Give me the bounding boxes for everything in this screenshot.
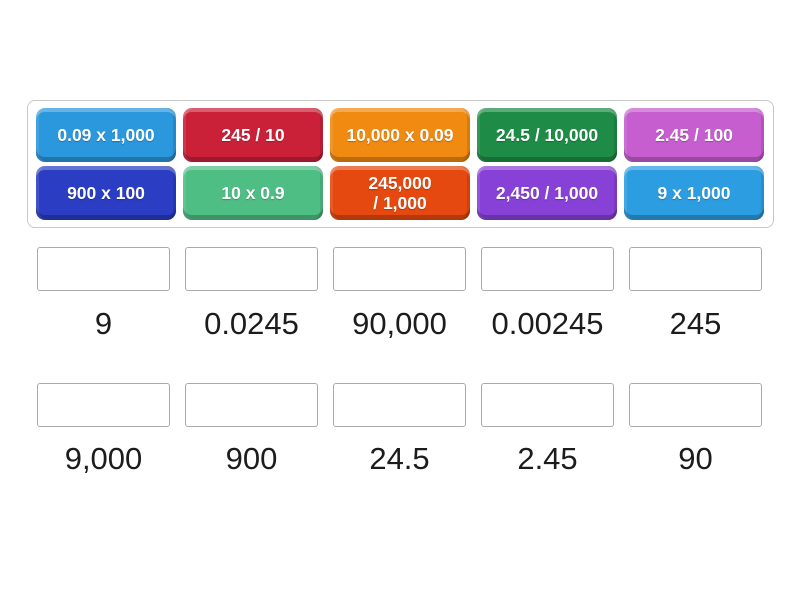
drop-zone[interactable] [185,247,318,291]
drop-zone[interactable] [185,383,318,427]
tile-row-1: 0.09 x 1,000 245 / 10 10,000 x 0.09 24.5… [36,108,765,162]
drop-zone-row-1 [37,247,762,291]
answer-label: 9 [94,306,113,341]
word-bank-panel: 0.09 x 1,000 245 / 10 10,000 x 0.09 24.5… [27,100,774,228]
tile-row-2: 900 x 100 10 x 0.9 245,000 / 1,000 2,450… [36,166,765,220]
answer-label-row-2: 9,000 900 24.5 2.45 90 [37,437,762,481]
drop-zone[interactable] [629,383,762,427]
expression-tile[interactable]: 2,450 / 1,000 [477,166,617,220]
drop-zone[interactable] [481,383,614,427]
answer-label: 24.5 [369,441,430,476]
expression-tile[interactable]: 2.45 / 100 [624,108,764,162]
drop-zone[interactable] [481,247,614,291]
answer-label: 2.45 [517,441,578,476]
drop-zone[interactable] [629,247,762,291]
expression-tile[interactable]: 0.09 x 1,000 [36,108,176,162]
answer-label: 9,000 [64,441,143,476]
expression-tile[interactable]: 24.5 / 10,000 [477,108,617,162]
expression-tile[interactable]: 9 x 1,000 [624,166,764,220]
expression-tile[interactable]: 245,000 / 1,000 [330,166,470,220]
answer-label: 0.0245 [204,306,299,341]
drop-zone[interactable] [333,383,466,427]
answer-label-row-1: 9 0.0245 90,000 0.00245 245 [37,302,762,346]
answer-label: 90 [678,441,713,476]
expression-tile[interactable]: 10 x 0.9 [183,166,323,220]
drop-zone[interactable] [333,247,466,291]
drop-zone-row-2 [37,383,762,427]
answer-label: 90,000 [352,306,447,341]
expression-tile[interactable]: 245 / 10 [183,108,323,162]
drop-zone[interactable] [37,383,170,427]
expression-tile[interactable]: 900 x 100 [36,166,176,220]
answer-label: 0.00245 [491,306,604,341]
answer-label: 900 [225,441,278,476]
answer-label: 245 [669,306,722,341]
drop-zone[interactable] [37,247,170,291]
expression-tile[interactable]: 10,000 x 0.09 [330,108,470,162]
